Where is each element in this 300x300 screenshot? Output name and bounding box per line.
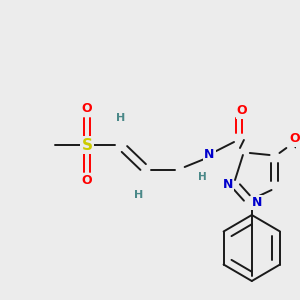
Text: N: N [252,196,262,208]
Text: N: N [204,148,214,160]
Text: S: S [81,137,92,152]
Text: H: H [116,113,125,123]
Text: H: H [134,190,143,200]
Text: O: O [82,103,92,116]
Text: O: O [289,133,300,146]
Text: N: N [223,178,233,191]
Text: O: O [82,175,92,188]
Text: O: O [237,104,247,118]
Text: H: H [198,172,207,182]
